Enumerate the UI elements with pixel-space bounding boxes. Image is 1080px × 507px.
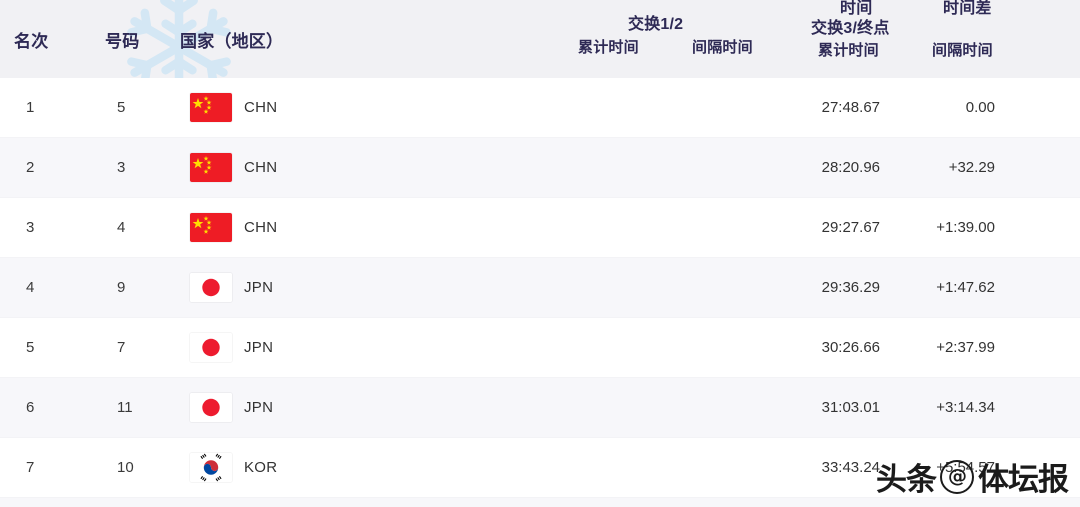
cell-time-diff: +3:14.34	[936, 399, 995, 416]
cell-rank: 3	[26, 219, 35, 236]
flag-cn-icon	[190, 213, 232, 242]
cell-nation: CHN	[190, 138, 277, 197]
nation-code: CHN	[244, 219, 278, 236]
header-group-swap12: 交换1/2	[628, 16, 684, 33]
flag-cn-icon	[190, 153, 232, 182]
table-row[interactable]: 7 10 KOR 33:43.24 +5:54.57	[0, 438, 1080, 498]
cell-cumulative-3: 27:48.67	[821, 99, 880, 116]
cell-bib: 9	[117, 279, 126, 296]
header-cumulative-3: 累计时间	[818, 42, 879, 59]
header-time: 时间	[840, 0, 873, 17]
table-row[interactable]: 6 11 JPN 31:03.01 +3:14.34	[0, 378, 1080, 438]
cell-cumulative-3: 31:03.01	[821, 399, 880, 416]
nation-code: CHN	[244, 99, 278, 116]
cell-cumulative-3: 28:20.96	[821, 159, 880, 176]
cell-nation: CHN	[190, 78, 277, 137]
cell-bib: 11	[117, 399, 133, 416]
cell-time-diff: +2:37.99	[936, 339, 995, 356]
header-time-diff: 时间差	[943, 0, 992, 17]
table-row[interactable]: 2 3 CHN 28:20.96 +32.29	[0, 138, 1080, 198]
table-row[interactable]: 1 5 CHN 27:48.67 0.00	[0, 78, 1080, 138]
table-header: 名次 号码 国家（地区） 交换1/2 累计时间 间隔时间 时间 时间差 交换3/…	[0, 0, 1080, 78]
nation-code: JPN	[244, 279, 274, 296]
header-bib: 号码	[105, 32, 140, 51]
flag-jp-icon	[190, 393, 232, 422]
nation-code: KOR	[244, 459, 278, 476]
nation-code: JPN	[244, 399, 274, 416]
cell-nation: KOR	[190, 438, 277, 497]
flag-jp-icon	[190, 333, 232, 362]
cell-bib: 5	[117, 99, 126, 116]
nation-code: CHN	[244, 159, 278, 176]
header-group-swap3: 交换3/终点	[811, 20, 890, 37]
header-interval-12: 间隔时间	[692, 39, 753, 56]
cell-bib: 10	[117, 459, 134, 476]
cell-nation: JPN	[190, 378, 273, 437]
table-row-partial[interactable]	[0, 498, 1080, 507]
cell-nation: JPN	[190, 258, 273, 317]
cell-bib: 7	[117, 339, 126, 356]
cell-rank: 1	[26, 99, 35, 116]
header-rank: 名次	[14, 32, 49, 51]
header-cumulative-12: 累计时间	[578, 39, 639, 56]
cell-time-diff: +5:54.57	[936, 459, 995, 476]
cell-rank: 7	[26, 459, 35, 476]
cell-cumulative-3: 33:43.24	[821, 459, 880, 476]
flag-kr-icon	[190, 453, 232, 482]
cell-cumulative-3: 29:27.67	[821, 219, 880, 236]
cell-cumulative-3: 29:36.29	[821, 279, 880, 296]
flag-cn-icon	[190, 93, 232, 122]
cell-rank: 5	[26, 339, 35, 356]
flag-jp-icon	[190, 273, 232, 302]
nation-code: JPN	[244, 339, 274, 356]
cell-time-diff: 0.00	[965, 99, 995, 116]
cell-time-diff: +32.29	[948, 159, 995, 176]
cell-cumulative-3: 30:26.66	[821, 339, 880, 356]
cell-bib: 4	[117, 219, 126, 236]
header-nation: 国家（地区）	[180, 32, 284, 51]
cell-rank: 6	[26, 399, 35, 416]
cell-bib: 3	[117, 159, 126, 176]
cell-rank: 2	[26, 159, 35, 176]
cell-rank: 4	[26, 279, 35, 296]
table-row[interactable]: 3 4 CHN 29:27.67 +1:39.00	[0, 198, 1080, 258]
cell-time-diff: +1:39.00	[936, 219, 995, 236]
table-row[interactable]: 5 7 JPN 30:26.66 +2:37.99	[0, 318, 1080, 378]
table-body: 1 5 CHN 27:48.67 0.00 2 3 CHN 28:20.96 +32.29 3 4 CH…	[0, 78, 1080, 507]
header-interval-3: 间隔时间	[932, 42, 993, 59]
cell-nation: CHN	[190, 198, 277, 257]
cell-nation: JPN	[190, 318, 273, 377]
cell-time-diff: +1:47.62	[936, 279, 995, 296]
table-row[interactable]: 4 9 JPN 29:36.29 +1:47.62	[0, 258, 1080, 318]
